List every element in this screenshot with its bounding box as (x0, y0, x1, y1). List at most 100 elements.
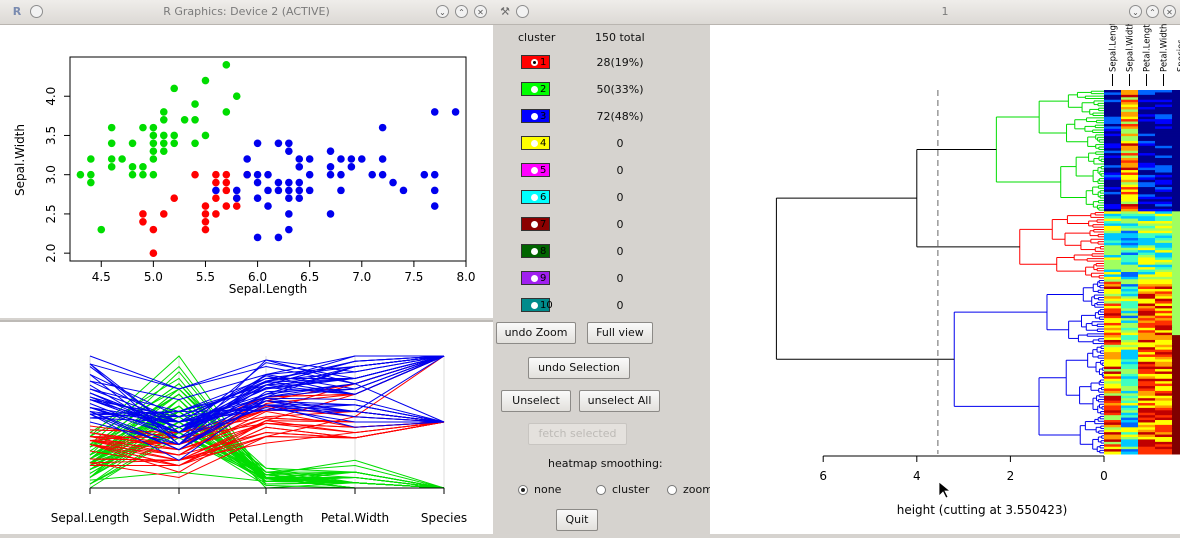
cluster-4-radio[interactable]: 4 (521, 136, 550, 150)
scatter-point (295, 155, 303, 163)
scatter-window-title: R Graphics: Device 2 (ACTIVE) (0, 5, 493, 18)
dendro-close-icon[interactable]: ✕ (1163, 5, 1176, 18)
scatter-point (202, 77, 210, 85)
radio-dot-icon (531, 167, 538, 174)
scatter-point (160, 116, 168, 124)
scatter-point (264, 171, 272, 179)
scatter-point (254, 171, 262, 179)
cluster-7-radio[interactable]: 7 (521, 217, 550, 231)
undo-zoom-button[interactable]: undo Zoom (496, 322, 576, 344)
cluster-1-radio[interactable]: 1 (521, 55, 550, 69)
scatter-point (327, 171, 335, 179)
unselect-button[interactable]: Unselect (501, 390, 571, 412)
scatter-point (285, 210, 293, 218)
scatter-point (139, 218, 147, 226)
smoothing-option-cluster[interactable]: cluster (596, 483, 649, 496)
scatter-point (285, 147, 293, 155)
smoothing-option-label: none (534, 483, 561, 496)
scatter-point (191, 100, 199, 108)
scatter-point (212, 187, 220, 195)
cluster-9-radio[interactable]: 9 (521, 271, 550, 285)
heatmap-col-label: Sepal.Length (1109, 24, 1119, 72)
scatter-point (170, 132, 178, 140)
mouse-cursor-icon (939, 482, 950, 498)
scatter-xtick-label: 4.5 (92, 270, 111, 284)
control-window-titlebar[interactable]: ⚒ (493, 0, 710, 25)
heatmap-cell (1155, 452, 1173, 455)
close-icon[interactable]: ✕ (474, 5, 487, 18)
scatter-point (389, 179, 397, 187)
scatter-point (379, 124, 387, 132)
scatter-window: R R Graphics: Device 2 (ACTIVE) ⌄ ⌃ ✕ 4.… (0, 0, 493, 318)
scatter-point (97, 226, 105, 234)
cluster-6-radio[interactable]: 6 (521, 190, 550, 204)
scatter-point (181, 116, 189, 124)
scatter-point (431, 202, 439, 210)
cluster-number: 4 (540, 137, 546, 150)
cluster-5-radio[interactable]: 5 (521, 163, 550, 177)
scatter-point (285, 140, 293, 148)
minimize-icon[interactable]: ⌄ (436, 5, 449, 18)
scatter-point (150, 155, 158, 163)
scatter-point (160, 147, 168, 155)
scatter-ytick-label: 2.0 (44, 244, 58, 263)
scatter-point (150, 140, 158, 148)
cluster-3-radio[interactable]: 3 (521, 109, 550, 123)
dendro-window-titlebar[interactable]: 1 ⌄ ⌃ ✕ (710, 0, 1180, 25)
cluster-number: 3 (540, 110, 546, 123)
heatmap-col-label: Species (1177, 39, 1180, 72)
heatmap-cell (1104, 452, 1122, 455)
radio-button-icon[interactable] (596, 485, 606, 495)
maximize-icon[interactable]: ⌃ (455, 5, 468, 18)
smoothing-option-label: zoom (683, 483, 713, 496)
scatter-point (400, 187, 408, 195)
scatter-point (77, 171, 85, 179)
quit-button[interactable]: Quit (556, 509, 598, 531)
radio-dot-icon (531, 221, 538, 228)
cluster-number: 1 (540, 56, 546, 69)
control-window-menu-icon[interactable] (516, 5, 529, 18)
undo-selection-button[interactable]: undo Selection (528, 357, 630, 379)
radio-button-icon[interactable] (518, 485, 528, 495)
radio-dot-icon (531, 248, 538, 255)
scatter-point (202, 226, 210, 234)
dendro-maximize-icon[interactable]: ⌃ (1146, 5, 1159, 18)
smoothing-option-zoom[interactable]: zoom (667, 483, 713, 496)
cluster-2-radio[interactable]: 2 (521, 82, 550, 96)
scatter-point (212, 210, 220, 218)
smoothing-option-label: cluster (612, 483, 649, 496)
scatter-point (243, 155, 251, 163)
scatter-point (327, 163, 335, 171)
scatter-xtick-label: 7.5 (404, 270, 423, 284)
scatter-point (212, 194, 220, 202)
unselect-all-button[interactable]: unselect All (579, 390, 660, 412)
scatter-point (379, 171, 387, 179)
scatter-point (223, 187, 231, 195)
scatter-point (264, 202, 272, 210)
scatter-point (212, 171, 220, 179)
radio-button-icon[interactable] (667, 485, 677, 495)
scatter-point (202, 218, 210, 226)
cluster-10-radio[interactable]: 10 (521, 298, 550, 312)
scatter-point (191, 140, 199, 148)
dendro-minimize-icon[interactable]: ⌄ (1129, 5, 1142, 18)
radio-dot-icon (531, 86, 538, 93)
full-view-button[interactable]: Full view (587, 322, 653, 344)
scatter-point (87, 155, 95, 163)
scatter-point (327, 210, 335, 218)
scatter-point (254, 179, 262, 187)
pc-axis-label: Petal.Length (229, 511, 304, 525)
scatter-point (87, 171, 95, 179)
dendro-xtick-label: 6 (819, 469, 827, 483)
scatter-point (295, 194, 303, 202)
smoothing-option-none[interactable]: none (518, 483, 561, 496)
scatter-point (379, 155, 387, 163)
radio-dot-icon (531, 140, 538, 147)
cluster-8-radio[interactable]: 8 (521, 244, 550, 258)
scatter-point (223, 61, 231, 69)
scatter-window-titlebar[interactable]: R R Graphics: Device 2 (ACTIVE) ⌄ ⌃ ✕ (0, 0, 493, 25)
pc-axis-label: Sepal.Width (143, 511, 215, 525)
